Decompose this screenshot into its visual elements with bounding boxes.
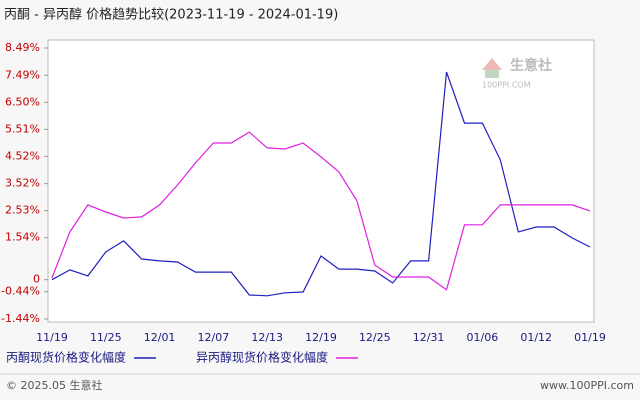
x-tick-label: 11/25 <box>90 331 122 344</box>
legend-label: 异丙醇现货价格变化幅度 <box>196 350 328 365</box>
y-tick-label: 8.49% <box>5 41 40 54</box>
watermark-logo <box>482 58 502 78</box>
x-tick-label: 12/07 <box>198 331 230 344</box>
footer-left: © 2025.05 生意社 <box>6 378 102 392</box>
y-tick-label: 7.49% <box>5 68 40 81</box>
footer-right: www.100PPI.com <box>540 379 634 392</box>
y-tick-label: 0 <box>33 273 40 286</box>
x-tick-label: 01/06 <box>467 331 499 344</box>
y-tick-label: 2.53% <box>5 204 40 217</box>
watermark-url: 100PPI.COM <box>482 81 531 90</box>
x-tick-label: 01/12 <box>520 331 552 344</box>
x-tick-label: 12/13 <box>251 331 283 344</box>
y-tick-label: -1.44% <box>1 312 40 325</box>
y-tick-label: 4.52% <box>5 149 40 162</box>
series-line <box>51 131 591 291</box>
y-tick-label: 5.51% <box>5 122 40 135</box>
legend-label: 丙酮现货价格变化幅度 <box>6 350 126 365</box>
watermark-name: 生意社 <box>510 57 552 74</box>
y-tick-label: 1.54% <box>5 231 40 244</box>
y-tick-label: 3.52% <box>5 177 40 190</box>
y-tick-label: 6.50% <box>5 95 40 108</box>
chart-title: 丙酮 - 异丙醇 价格趋势比较(2023-11-19 - 2024-01-19) <box>4 7 338 23</box>
x-tick-label: 12/31 <box>413 331 445 344</box>
series-line <box>51 71 591 297</box>
x-tick-label: 01/19 <box>574 331 606 344</box>
y-tick-label: -0.44% <box>1 285 40 298</box>
x-tick-label: 12/19 <box>305 331 337 344</box>
x-tick-label: 11/19 <box>36 331 68 344</box>
x-tick-label: 12/25 <box>359 331 391 344</box>
x-tick-label: 12/01 <box>144 331 176 344</box>
plot-area <box>47 39 595 323</box>
